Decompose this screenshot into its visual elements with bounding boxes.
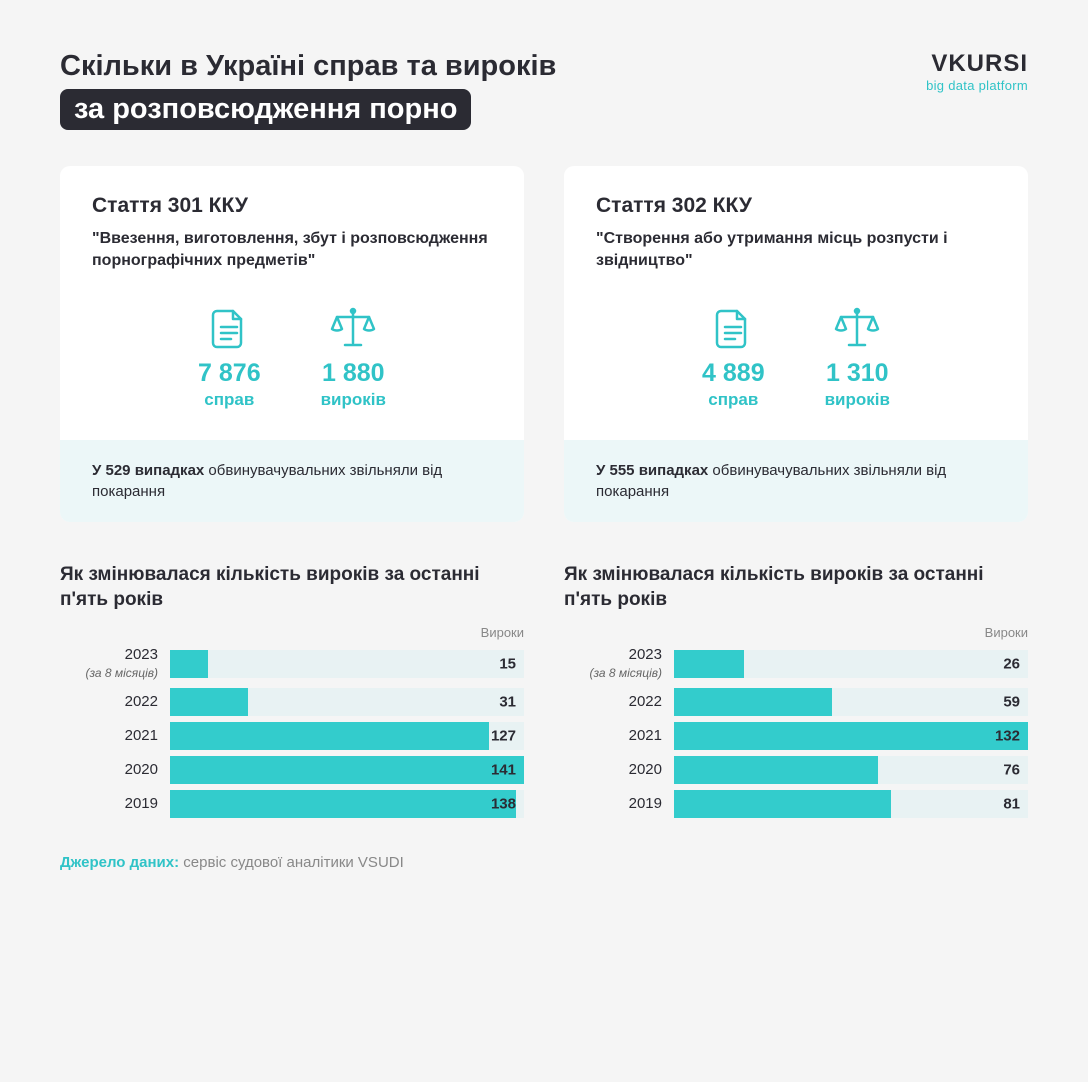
logo: VKURSI big data platform bbox=[926, 50, 1028, 93]
bar-value: 81 bbox=[1003, 796, 1020, 813]
bar-row: 2021 127 bbox=[60, 722, 524, 750]
footer-bold: У 529 випадках bbox=[92, 462, 204, 479]
bar-value: 138 bbox=[491, 796, 516, 813]
header: Скільки в Україні справ та вироків за ро… bbox=[60, 50, 1028, 130]
stat-card-301: Стаття 301 ККУ "Ввезення, виготовлення, … bbox=[60, 166, 524, 522]
bar-value: 132 bbox=[995, 728, 1020, 745]
bar-fill bbox=[674, 650, 744, 678]
bar-fill bbox=[170, 650, 208, 678]
bar-fill bbox=[170, 790, 516, 818]
bar-track: 81 bbox=[674, 790, 1028, 818]
cases-stat: 4 889 справ bbox=[702, 305, 765, 410]
bar-value: 15 bbox=[499, 656, 516, 673]
bar-value: 59 bbox=[1003, 694, 1020, 711]
bar-row: 2023(за 8 місяців) 26 bbox=[564, 646, 1028, 682]
bar-fill bbox=[674, 756, 878, 784]
bar-track: 132 bbox=[674, 722, 1028, 750]
cases-label: справ bbox=[198, 390, 261, 410]
bar-year-label: 2021 bbox=[60, 727, 170, 745]
bar-track: 127 bbox=[170, 722, 524, 750]
bar-value: 127 bbox=[491, 728, 516, 745]
verdicts-label: вироків bbox=[825, 390, 890, 410]
verdicts-number: 1 880 bbox=[321, 359, 386, 388]
cases-number: 7 876 bbox=[198, 359, 261, 388]
chart-legend: Вироки bbox=[564, 625, 1028, 640]
bar-track: 15 bbox=[170, 650, 524, 678]
page-title-line1: Скільки в Україні справ та вироків bbox=[60, 50, 926, 83]
chart-301: Як змінювалася кількість вироків за оста… bbox=[60, 562, 524, 824]
bar-track: 141 bbox=[170, 756, 524, 784]
bar-track: 26 bbox=[674, 650, 1028, 678]
chart-bars: 2023(за 8 місяців) 15 2022 31 2021 127 2020 141… bbox=[60, 646, 524, 818]
stat-cards-row: Стаття 301 ККУ "Ввезення, виготовлення, … bbox=[60, 166, 1028, 522]
bar-row: 2020 141 bbox=[60, 756, 524, 784]
chart-title: Як змінювалася кількість вироків за оста… bbox=[564, 562, 1028, 613]
chart-bars: 2023(за 8 місяців)2620225920211322020762… bbox=[564, 646, 1028, 818]
bar-value: 31 bbox=[499, 694, 516, 711]
bar-year-label: 2022 bbox=[60, 693, 170, 711]
bar-fill bbox=[170, 688, 248, 716]
bar-year-label: 2023(за 8 місяців) bbox=[60, 646, 170, 682]
source-label: Джерело даних: bbox=[60, 854, 179, 871]
bar-year-label: 2021 bbox=[564, 727, 674, 745]
page-title-line2: за розповсюдження порно bbox=[60, 89, 471, 130]
stat-card-302: Стаття 302 ККУ "Створення або утримання … bbox=[564, 166, 1028, 522]
card-title: Стаття 301 ККУ bbox=[92, 194, 492, 218]
bar-track: 59 bbox=[674, 688, 1028, 716]
bar-fill bbox=[674, 688, 832, 716]
bar-year-label: 2023(за 8 місяців) bbox=[564, 646, 674, 682]
bar-fill bbox=[170, 756, 524, 784]
card-description: "Створення або утримання місць розпусти … bbox=[596, 228, 996, 273]
bar-track: 76 bbox=[674, 756, 1028, 784]
verdicts-label: вироків bbox=[321, 390, 386, 410]
bar-track: 138 bbox=[170, 790, 524, 818]
scales-icon bbox=[825, 305, 890, 349]
bar-fill bbox=[674, 722, 1028, 750]
bar-year-label: 2020 bbox=[60, 761, 170, 779]
source-text: сервіс судової аналітики VSUDI bbox=[179, 854, 404, 871]
card-description: "Ввезення, виготовлення, збут і розповсю… bbox=[92, 228, 492, 273]
charts-row: Як змінювалася кількість вироків за оста… bbox=[60, 562, 1028, 824]
cases-label: справ bbox=[702, 390, 765, 410]
data-source: Джерело даних: сервіс судової аналітики … bbox=[60, 854, 1028, 871]
chart-302: Як змінювалася кількість вироків за оста… bbox=[564, 562, 1028, 824]
logo-tagline: big data platform bbox=[926, 78, 1028, 93]
bar-value: 76 bbox=[1003, 762, 1020, 779]
verdicts-stat: 1 880 вироків bbox=[321, 305, 386, 410]
bar-row: 2022 31 bbox=[60, 688, 524, 716]
bar-year-label: 2019 bbox=[60, 795, 170, 813]
cases-number: 4 889 bbox=[702, 359, 765, 388]
bar-value: 141 bbox=[491, 762, 516, 779]
card-footer: У 555 випадках обвинувачувальних звільня… bbox=[564, 440, 1028, 522]
document-icon bbox=[702, 305, 765, 349]
card-title: Стаття 302 ККУ bbox=[596, 194, 996, 218]
chart-title: Як змінювалася кількість вироків за оста… bbox=[60, 562, 524, 613]
bar-row: 2021 132 bbox=[564, 722, 1028, 750]
bar-row: 2023(за 8 місяців) 15 bbox=[60, 646, 524, 682]
bar-value: 26 bbox=[1003, 656, 1020, 673]
logo-name: VKURSI bbox=[926, 50, 1028, 78]
bar-row: 2019 81 bbox=[564, 790, 1028, 818]
scales-icon bbox=[321, 305, 386, 349]
bar-year-label: 2020 bbox=[564, 761, 674, 779]
card-footer: У 529 випадках обвинувачувальних звільня… bbox=[60, 440, 524, 522]
title-block: Скільки в Україні справ та вироків за ро… bbox=[60, 50, 926, 130]
bar-track: 31 bbox=[170, 688, 524, 716]
chart-legend: Вироки bbox=[60, 625, 524, 640]
bar-row: 2022 59 bbox=[564, 688, 1028, 716]
bar-row: 2020 76 bbox=[564, 756, 1028, 784]
verdicts-number: 1 310 bbox=[825, 359, 890, 388]
bar-fill bbox=[674, 790, 891, 818]
bar-year-label: 2019 bbox=[564, 795, 674, 813]
bar-row: 2019 138 bbox=[60, 790, 524, 818]
bar-fill bbox=[170, 722, 489, 750]
document-icon bbox=[198, 305, 261, 349]
footer-bold: У 555 випадках bbox=[596, 462, 708, 479]
cases-stat: 7 876 справ bbox=[198, 305, 261, 410]
bar-year-label: 2022 bbox=[564, 693, 674, 711]
verdicts-stat: 1 310 вироків bbox=[825, 305, 890, 410]
